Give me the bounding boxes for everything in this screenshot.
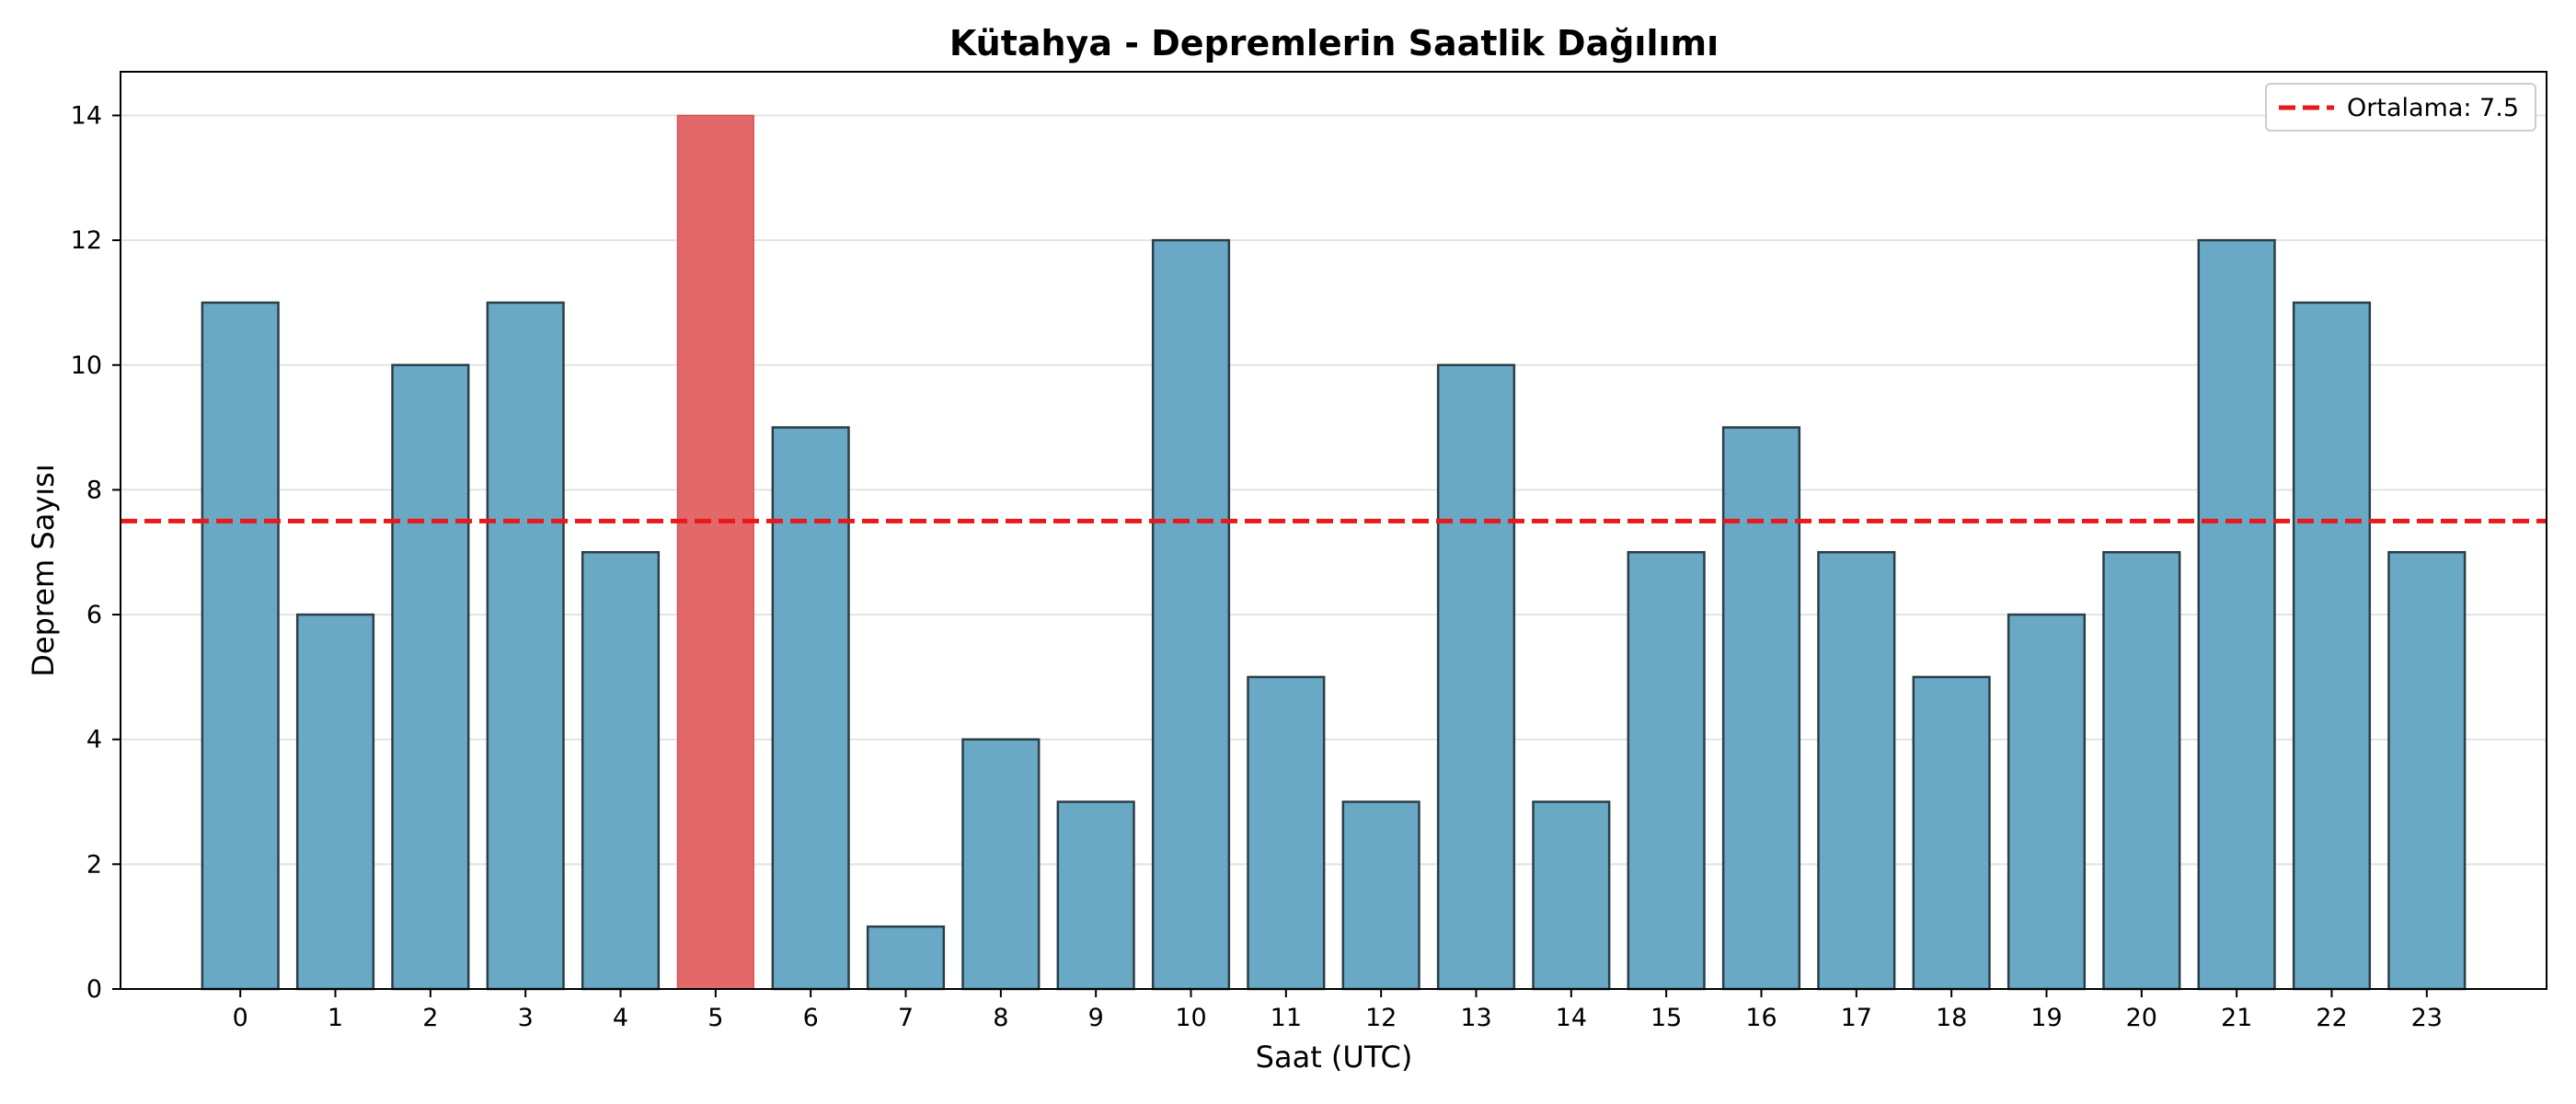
x-tick-label: 18 [1936, 1004, 1967, 1032]
x-tick-label: 6 [803, 1004, 819, 1032]
x-axis-ticks: 0 1 2 3 4 5 6 7 8 9 10 11 12 13 14 15 16 17 18 19 20 21 22 23 [233, 989, 2443, 1032]
x-axis-label: Saat (UTC) [1256, 1040, 1413, 1075]
x-tick-label: 14 [1556, 1004, 1587, 1032]
bar-hour-18 [1912, 675, 1991, 991]
bar-hour-16 [1721, 426, 1801, 991]
bar-hour-14 [1532, 800, 1611, 991]
bar-hour-23 [2387, 550, 2467, 991]
bar-hour-7 [866, 925, 946, 991]
x-tick-label: 7 [898, 1004, 914, 1032]
y-tick-label: 14 [71, 101, 102, 130]
y-tick-label: 6 [86, 601, 102, 629]
bar-hour-3 [486, 301, 565, 991]
x-tick-label: 17 [1841, 1004, 1872, 1032]
x-tick-label: 3 [518, 1004, 534, 1032]
bar-hour-20 [2102, 550, 2181, 991]
x-tick-label: 21 [2221, 1004, 2252, 1032]
x-tick-label: 12 [1365, 1004, 1397, 1032]
bar-hour-5 [676, 114, 754, 990]
x-tick-label: 0 [233, 1004, 248, 1032]
bar-hour-6 [771, 426, 850, 991]
bar-hour-10 [1151, 238, 1231, 991]
y-axis-ticks: 0 2 4 6 8 10 12 14 [71, 101, 121, 1004]
x-tick-label: 20 [2126, 1004, 2157, 1032]
legend: Ortalama: 7.5 [2265, 83, 2536, 132]
x-tick-label: 2 [422, 1004, 438, 1032]
y-tick-label: 0 [86, 975, 102, 1004]
y-tick-label: 8 [86, 476, 102, 504]
x-tick-label: 15 [1650, 1004, 1682, 1032]
y-axis-label: Deprem Sayısı [26, 464, 61, 676]
plot-frame [120, 71, 2547, 990]
bar-hour-0 [201, 301, 280, 991]
x-tick-label: 22 [2316, 1004, 2347, 1032]
y-tick-label: 10 [71, 351, 102, 380]
bar-hour-15 [1627, 550, 1706, 991]
y-tick-label: 12 [71, 226, 102, 255]
bar-hour-11 [1247, 675, 1326, 991]
bar-hour-1 [295, 613, 375, 991]
bar-hour-12 [1341, 800, 1420, 991]
bar-hour-4 [581, 550, 661, 991]
x-tick-label: 16 [1745, 1004, 1777, 1032]
x-tick-label: 23 [2411, 1004, 2443, 1032]
bar-hour-21 [2197, 238, 2276, 991]
bar-hour-8 [961, 738, 1041, 991]
x-tick-label: 9 [1088, 1004, 1104, 1032]
bar-hour-9 [1056, 800, 1135, 991]
x-tick-label: 1 [328, 1004, 343, 1032]
x-tick-label: 5 [707, 1004, 723, 1032]
x-tick-label: 4 [613, 1004, 628, 1032]
bar-hour-2 [391, 363, 470, 991]
bars-layer [201, 114, 2467, 991]
x-tick-label: 19 [2030, 1004, 2062, 1032]
bar-hour-19 [2007, 613, 2087, 991]
chart-title: Kütahya - Depremlerin Saatlik Dağılımı [949, 23, 1719, 63]
x-tick-label: 8 [993, 1004, 1008, 1032]
bar-hour-17 [1817, 550, 1896, 991]
x-tick-label: 11 [1271, 1004, 1302, 1032]
legend-box [2265, 83, 2536, 132]
bar-hour-13 [1436, 363, 1516, 991]
legend-mean-label: Ortalama: 7.5 [2347, 94, 2519, 122]
x-tick-label: 13 [1460, 1004, 1491, 1032]
y-tick-label: 2 [86, 850, 102, 879]
x-tick-label: 10 [1175, 1004, 1206, 1032]
bar-hour-22 [2292, 301, 2372, 991]
y-tick-label: 4 [86, 726, 102, 754]
